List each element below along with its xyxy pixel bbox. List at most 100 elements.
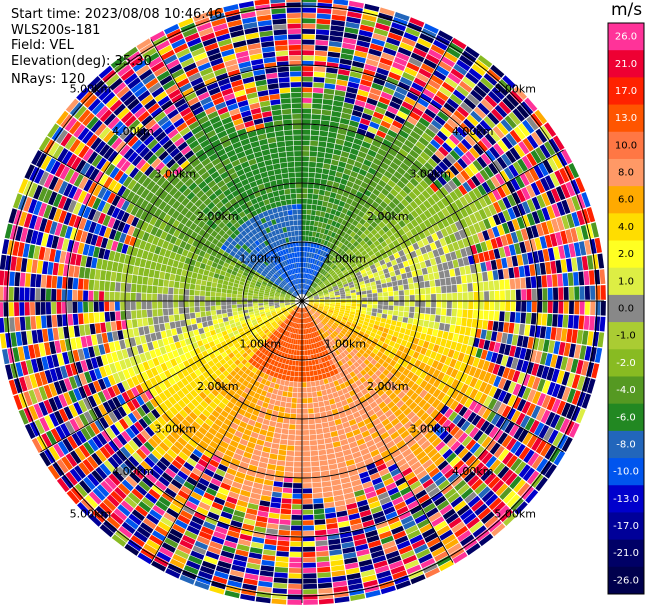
- velocity-bin: [317, 577, 332, 584]
- velocity-bin: [323, 195, 330, 202]
- velocity-bin: [271, 377, 277, 383]
- velocity-bin: [450, 440, 461, 452]
- velocity-bin: [302, 198, 307, 204]
- velocity-bin: [159, 441, 170, 452]
- velocity-bin: [341, 444, 350, 451]
- velocity-bin: [393, 301, 399, 306]
- velocity-bin: [308, 317, 312, 322]
- velocity-bin: [371, 268, 378, 274]
- velocity-bin: [435, 401, 445, 412]
- velocity-bin: [452, 89, 466, 101]
- velocity-bin: [334, 362, 340, 369]
- velocity-bin: [479, 119, 492, 132]
- velocity-bin: [290, 349, 295, 355]
- velocity-bin: [477, 232, 485, 243]
- velocity-bin: [332, 575, 347, 582]
- velocity-bin: [350, 115, 361, 123]
- velocity-bin: [578, 271, 585, 286]
- velocity-bin: [487, 90, 501, 104]
- velocity-bin: [318, 316, 323, 321]
- velocity-bin: [207, 320, 214, 327]
- velocity-bin: [163, 512, 177, 523]
- velocity-bin: [412, 318, 419, 326]
- velocity-bin: [544, 445, 556, 460]
- velocity-bin: [317, 146, 326, 153]
- velocity-bin: [481, 511, 495, 524]
- velocity-bin: [208, 414, 217, 423]
- velocity-bin: [195, 417, 204, 426]
- velocity-bin: [495, 483, 509, 497]
- velocity-bin: [266, 351, 272, 358]
- velocity-bin: [265, 338, 271, 344]
- velocity-bin: [531, 301, 537, 313]
- velocity-bin: [334, 246, 340, 253]
- velocity-bin: [392, 197, 401, 206]
- velocity-bin: [359, 339, 366, 346]
- velocity-bin: [324, 83, 336, 90]
- velocity-bin: [245, 339, 252, 346]
- velocity-bin: [302, 440, 310, 446]
- velocity-bin: [377, 305, 383, 310]
- velocity-bin: [365, 348, 372, 355]
- velocity-bin: [246, 508, 258, 516]
- velocity-bin: [294, 344, 298, 350]
- velocity-bin: [206, 376, 214, 384]
- velocity-bin: [218, 516, 231, 525]
- velocity-bin: [307, 268, 311, 274]
- velocity-bin: [224, 472, 235, 481]
- velocity-bin: [522, 387, 532, 400]
- velocity-bin: [292, 305, 297, 309]
- velocity-bin: [177, 490, 190, 500]
- velocity-bin: [320, 179, 328, 185]
- velocity-bin: [297, 392, 302, 398]
- velocity-bin: [556, 370, 565, 384]
- velocity-bin: [210, 478, 222, 487]
- velocity-bin: [442, 331, 449, 340]
- velocity-bin: [402, 385, 411, 394]
- velocity-bin: [440, 405, 450, 415]
- velocity-bin: [292, 499, 302, 504]
- velocity-bin: [365, 256, 372, 263]
- velocity-bin: [599, 316, 606, 332]
- velocity-bin: [297, 307, 300, 313]
- velocity-bin: [171, 416, 181, 426]
- velocity-bin: [100, 480, 113, 494]
- velocity-bin: [452, 551, 468, 564]
- velocity-bin: [328, 236, 334, 243]
- velocity-bin: [329, 255, 334, 261]
- velocity-bin: [358, 277, 364, 283]
- velocity-bin: [435, 65, 450, 77]
- velocity-bin: [483, 383, 493, 395]
- velocity-bin: [249, 547, 263, 554]
- velocity-bin: [429, 280, 436, 287]
- velocity-bin: [308, 311, 313, 316]
- velocity-bin: [410, 130, 421, 141]
- velocity-bin: [490, 176, 501, 188]
- velocity-bin: [374, 320, 381, 326]
- velocity-bin: [230, 520, 243, 528]
- velocity-bin: [290, 525, 302, 531]
- velocity-bin: [312, 314, 317, 320]
- velocity-bin: [302, 451, 311, 457]
- velocity-bin: [263, 549, 276, 556]
- velocity-bin: [179, 539, 194, 550]
- velocity-bin: [303, 599, 318, 605]
- velocity-bin: [307, 392, 313, 398]
- velocity-bin: [174, 314, 180, 322]
- velocity-bin: [252, 426, 261, 434]
- velocity-bin: [508, 244, 516, 256]
- velocity-bin: [332, 154, 341, 161]
- velocity-bin: [254, 526, 266, 533]
- velocity-bin: [267, 403, 275, 410]
- velocity-bin: [419, 33, 435, 44]
- velocity-bin: [310, 215, 316, 221]
- velocity-bin: [377, 148, 387, 157]
- velocity-bin: [105, 322, 112, 332]
- velocity-bin: [376, 101, 389, 110]
- velocity-bin: [343, 37, 357, 45]
- velocity-bin: [485, 239, 493, 251]
- velocity-bin: [377, 525, 390, 535]
- velocity-bin: [532, 251, 540, 264]
- velocity-bin: [209, 401, 218, 410]
- velocity-bin: [341, 541, 355, 549]
